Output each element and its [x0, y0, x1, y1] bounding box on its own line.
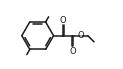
- Text: O: O: [78, 31, 84, 40]
- Text: O: O: [60, 16, 66, 25]
- Text: O: O: [69, 47, 76, 56]
